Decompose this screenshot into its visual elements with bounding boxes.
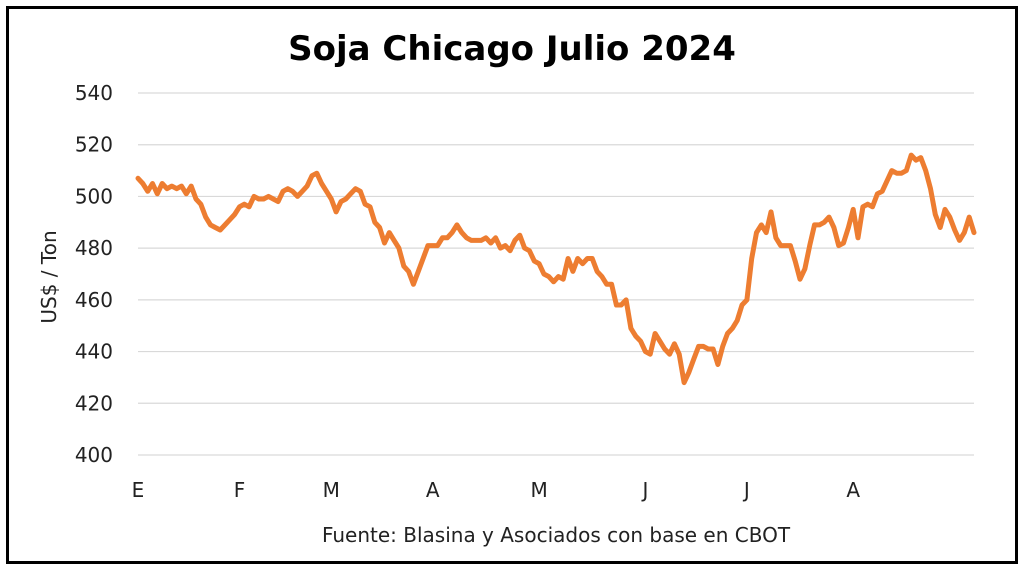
y-tick-label: 420: [75, 391, 113, 415]
chart-frame: [6, 6, 1018, 564]
y-tick-label: 520: [75, 133, 113, 157]
x-tick-label: A: [426, 478, 440, 502]
y-axis-ticks: 400 420 440 460 480 500 520 540: [75, 81, 113, 467]
y-tick-label: 440: [75, 340, 113, 364]
x-tick-label: J: [742, 478, 750, 502]
x-tick-label: M: [530, 478, 547, 502]
y-tick-label: 400: [75, 443, 113, 467]
y-tick-label: 540: [75, 81, 113, 105]
y-tick-label: 500: [75, 184, 113, 208]
y-tick-label: 460: [75, 288, 113, 312]
series-group: [135, 152, 977, 386]
x-tick-label: A: [846, 478, 860, 502]
y-axis-label: US$ / Ton: [37, 230, 61, 323]
x-tick-label: M: [323, 478, 340, 502]
series-line-0: [135, 152, 977, 386]
grid-lines: [138, 92, 974, 456]
source-note: Fuente: Blasina y Asociados con base en …: [322, 523, 791, 547]
x-tick-label: E: [132, 478, 145, 502]
y-tick-label: 480: [75, 236, 113, 260]
x-tick-label: F: [234, 478, 246, 502]
x-tick-label: J: [640, 478, 648, 502]
chart-title: Soja Chicago Julio 2024: [288, 29, 736, 69]
